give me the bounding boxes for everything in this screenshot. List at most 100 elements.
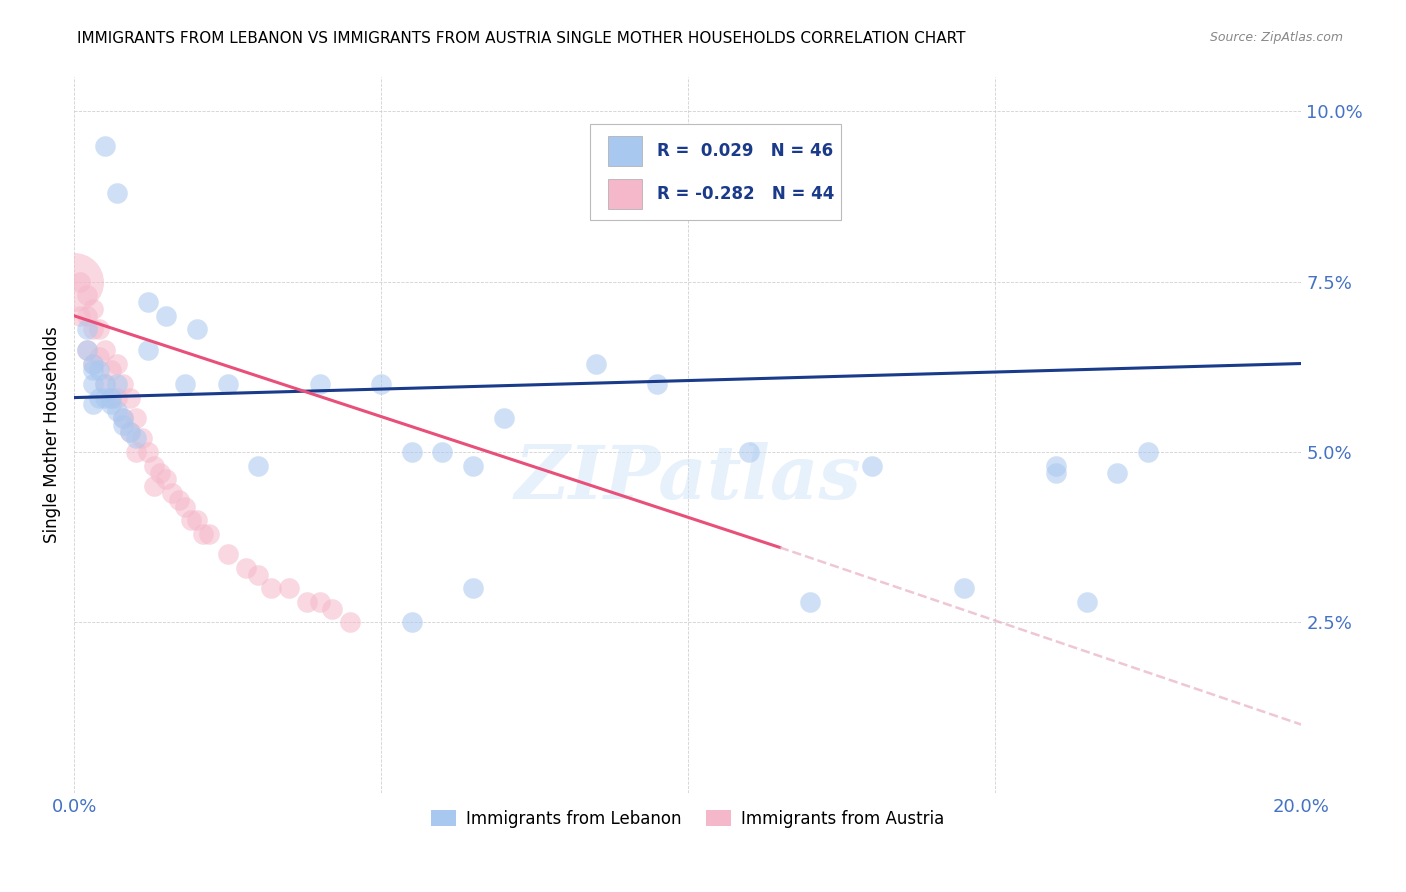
Point [247, 458, 270, 473]
Point [191, 526, 214, 541]
Point [401, 445, 423, 459]
Y-axis label: Single Mother Households: Single Mother Households [44, 326, 60, 543]
Point [308, 595, 330, 609]
Point [94, 376, 117, 391]
Point [82, 357, 104, 371]
Point [860, 458, 883, 473]
Point [953, 582, 976, 596]
Point [105, 404, 128, 418]
Point [118, 425, 141, 439]
Point [162, 486, 184, 500]
Point [76, 343, 98, 357]
Text: R = -0.282   N = 44: R = -0.282 N = 44 [657, 185, 835, 202]
Point [94, 138, 117, 153]
Point [186, 322, 208, 336]
Point [94, 391, 117, 405]
Point [94, 376, 117, 391]
Text: R =  0.029   N = 46: R = 0.029 N = 46 [657, 142, 834, 160]
Point [143, 458, 166, 473]
Point [136, 343, 159, 357]
Point [155, 309, 177, 323]
Point [63, 275, 86, 289]
Point [105, 186, 128, 201]
Point [94, 343, 117, 357]
Point [278, 582, 301, 596]
Point [143, 479, 166, 493]
Point [100, 391, 122, 405]
Point [1107, 466, 1129, 480]
Point [738, 445, 761, 459]
Point [173, 500, 195, 514]
Point [112, 411, 135, 425]
Point [167, 492, 190, 507]
FancyBboxPatch shape [589, 124, 841, 220]
Point [401, 615, 423, 630]
Point [1136, 445, 1159, 459]
Point [82, 357, 104, 371]
Point [297, 595, 319, 609]
Point [76, 322, 98, 336]
Text: IMMIGRANTS FROM LEBANON VS IMMIGRANTS FROM AUSTRIA SINGLE MOTHER HOUSEHOLDS CORR: IMMIGRANTS FROM LEBANON VS IMMIGRANTS FR… [77, 31, 966, 46]
Point [131, 432, 153, 446]
Point [180, 513, 202, 527]
Point [124, 411, 146, 425]
Point [87, 322, 110, 336]
Point [1076, 595, 1098, 609]
Point [124, 445, 146, 459]
Point [136, 295, 159, 310]
Point [432, 445, 454, 459]
Point [69, 309, 91, 323]
Point [645, 376, 668, 391]
Point [186, 513, 208, 527]
Point [105, 376, 128, 391]
Point [235, 561, 257, 575]
Point [173, 376, 195, 391]
Point [87, 363, 110, 377]
Point [321, 601, 343, 615]
Point [82, 363, 104, 377]
Point [76, 309, 98, 323]
Point [112, 376, 135, 391]
Point [87, 391, 110, 405]
Point [339, 615, 361, 630]
Point [461, 582, 484, 596]
Point [155, 472, 177, 486]
Point [82, 322, 104, 336]
Point [198, 526, 221, 541]
Point [247, 567, 270, 582]
FancyBboxPatch shape [607, 136, 643, 166]
Point [82, 376, 104, 391]
Point [136, 445, 159, 459]
Point [76, 343, 98, 357]
Point [105, 357, 128, 371]
Point [118, 425, 141, 439]
Point [149, 466, 172, 480]
Point [76, 288, 98, 302]
Point [1045, 466, 1067, 480]
Point [100, 391, 122, 405]
Point [217, 547, 239, 561]
Point [492, 411, 515, 425]
FancyBboxPatch shape [607, 178, 643, 209]
Point [69, 275, 91, 289]
Point [100, 363, 122, 377]
Point [105, 391, 128, 405]
Point [799, 595, 821, 609]
Point [308, 376, 330, 391]
Point [217, 376, 239, 391]
Text: ZIPatlas: ZIPatlas [515, 442, 862, 514]
Point [118, 391, 141, 405]
Point [82, 397, 104, 411]
Point [370, 376, 392, 391]
Point [585, 357, 607, 371]
Point [124, 432, 146, 446]
Point [87, 350, 110, 364]
Text: Source: ZipAtlas.com: Source: ZipAtlas.com [1209, 31, 1343, 45]
Point [461, 458, 484, 473]
Point [112, 417, 135, 432]
Point [82, 301, 104, 316]
Point [112, 411, 135, 425]
Point [1045, 458, 1067, 473]
Point [100, 397, 122, 411]
Legend: Immigrants from Lebanon, Immigrants from Austria: Immigrants from Lebanon, Immigrants from… [425, 803, 952, 834]
